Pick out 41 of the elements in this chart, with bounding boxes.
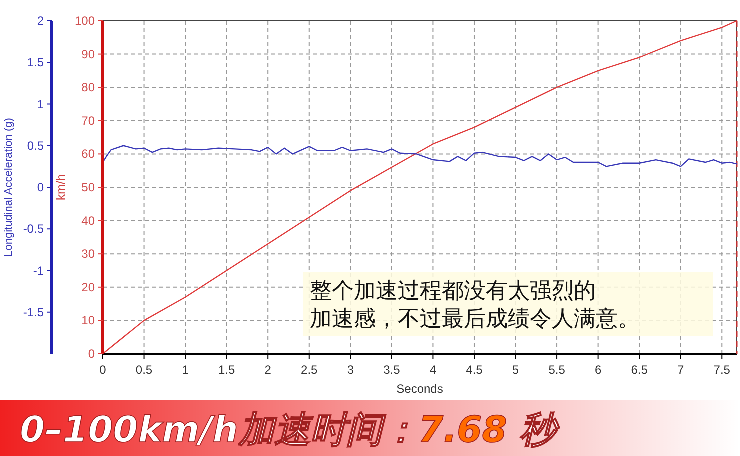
x-tick-label: 6 bbox=[594, 363, 602, 377]
y-tick-label: 20 bbox=[82, 280, 96, 294]
y-tick-label: 0 bbox=[88, 347, 96, 361]
y-tick-label: 70 bbox=[82, 114, 96, 128]
x-tick-label: 4.5 bbox=[466, 363, 484, 377]
x-tick-label: 5.5 bbox=[548, 363, 566, 377]
x-tick-label: 1 bbox=[182, 363, 190, 377]
x-tick-label: 5 bbox=[512, 363, 520, 377]
y2-tick-label: 0 bbox=[37, 180, 44, 194]
y2-tick-label: 2 bbox=[37, 14, 44, 28]
y-tick-label: 50 bbox=[82, 180, 96, 194]
y2-tick-label: 1 bbox=[37, 97, 44, 112]
x-tick-label: 4 bbox=[430, 363, 437, 377]
y2-tick-label: -1 bbox=[33, 264, 44, 278]
text: 0–100km/h加速时间：7.68 秒 bbox=[20, 410, 561, 451]
y2-axis-title: Longitudinal Acceleration (g) bbox=[3, 118, 15, 257]
x-tick-label: 7.5 bbox=[714, 363, 731, 377]
y-tick-label: 10 bbox=[82, 314, 96, 328]
x-tick-label: 0 bbox=[100, 363, 107, 377]
x-tick-label: 0.5 bbox=[136, 363, 153, 377]
y2-tick-label: 0.5 bbox=[27, 138, 44, 153]
x-tick-label: 3 bbox=[347, 363, 354, 377]
y-tick-label: 40 bbox=[82, 214, 96, 228]
y-tick-label: 80 bbox=[82, 80, 96, 95]
x-tick-label: 3.5 bbox=[384, 363, 401, 377]
line-series bbox=[102, 145, 738, 168]
x-tick-label: 6.5 bbox=[631, 363, 648, 377]
x-tick-label: 7 bbox=[678, 363, 685, 377]
y2-tick-label: -1.5 bbox=[23, 305, 44, 320]
y-tick-label: 60 bbox=[82, 147, 96, 162]
x-tick-label: 2 bbox=[264, 363, 272, 377]
x-tick-label: 2.5 bbox=[301, 363, 318, 377]
y2-tick-label: -0.5 bbox=[23, 222, 44, 236]
x-tick-label: 1.5 bbox=[218, 363, 236, 377]
y-tick-label: 90 bbox=[82, 47, 96, 62]
x-axis-title: Seconds bbox=[396, 382, 444, 396]
annotation: 整个加速过程都没有太强烈的加速感，不过最后成绩令人满意。 bbox=[310, 279, 640, 332]
y2-tick-label: 1.5 bbox=[27, 56, 44, 70]
y-tick-label: 30 bbox=[82, 247, 96, 262]
y-tick-label: 100 bbox=[74, 14, 96, 28]
y-axis-title: km/h bbox=[54, 174, 68, 201]
